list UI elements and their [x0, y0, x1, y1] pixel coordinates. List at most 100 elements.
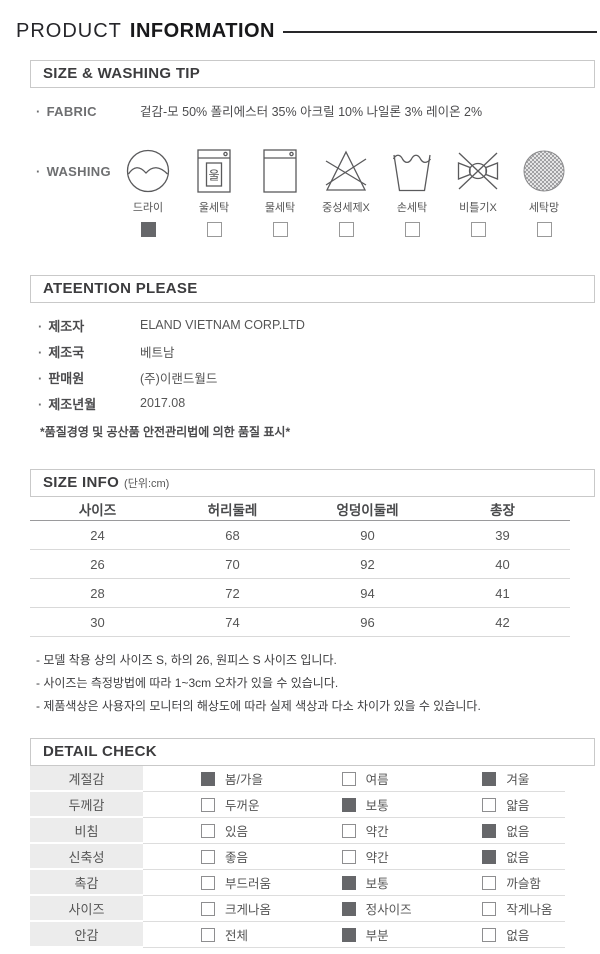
table-cell: 28: [90, 585, 105, 601]
column-header: 사이즈: [78, 502, 117, 518]
checkbox-icon: [140, 222, 156, 237]
table-row: 28 72 94 41: [30, 579, 570, 608]
attention-rows: · 제조자 ELAND VIETNAM CORP.LTD · 제조국 베트남 · 판매…: [0, 312, 600, 416]
detail-check-option: 정사이즈: [284, 896, 425, 921]
detail-check-category: 안감: [30, 922, 143, 948]
table-cell: 96: [360, 614, 375, 630]
detail-check-option: 작게나옴: [424, 896, 565, 921]
section-detail-check: DETAIL CHECK: [30, 738, 595, 766]
size-info-unit: (단위:cm): [124, 478, 170, 490]
checkbox-icon: [482, 927, 497, 942]
bullet: ·: [38, 318, 43, 334]
table-cell: 90: [360, 527, 375, 543]
checkbox-icon: [482, 771, 497, 786]
fabric-value: 겉감-모 50% 폴리에스터 35% 아크릴 10% 나일론 3% 레이온 2%: [140, 105, 483, 119]
size-table: 사이즈 허리둘레 엉덩이둘레 총장 24 68 90 39 26 70 92 4…: [30, 497, 570, 637]
detail-check-row-season: 계절감 봄/가을 여름 겨울: [30, 766, 565, 792]
table-row: 24 68 90 39: [30, 521, 570, 550]
washing-item-no-wring: 비틀기X: [445, 148, 511, 237]
bullet: ·: [36, 164, 41, 179]
column-header: 엉덩이둘레: [336, 502, 399, 518]
detail-check-options: 부드러움 보통 까슬함: [143, 870, 565, 896]
checkbox-icon: [482, 875, 497, 890]
detail-check-table: 계절감 봄/가을 여름 겨울 두께감 두꺼운 보통 얇음 비침 있음 약간 없음: [30, 766, 565, 948]
table-cell: 39: [495, 527, 510, 543]
detail-check-option: 보통: [284, 870, 425, 895]
no-wring-icon: [457, 152, 499, 190]
section-size-info: SIZE INFO (단위:cm): [30, 469, 595, 497]
checkbox-icon: [201, 771, 215, 786]
detail-check-option: 전체: [143, 922, 284, 947]
table-cell: 94: [360, 585, 375, 601]
detail-check-category: 사이즈: [30, 896, 143, 922]
detail-check-row-stretch: 신축성 좋음 약간 없음: [30, 844, 565, 870]
table-cell: 70: [225, 556, 240, 572]
page-title: PRODUCT INFORMATION: [0, 0, 600, 43]
washing-item-label: 물세탁: [264, 202, 296, 214]
table-cell: 30: [90, 614, 105, 630]
size-note: - 모델 착용 상의 사이즈 S, 하의 26, 원피스 S 사이즈 입니다.: [36, 653, 337, 667]
section-attention-please: ATEENTION PLEASE: [30, 275, 595, 303]
checkbox-icon: [482, 823, 497, 838]
dry-clean-icon: [126, 149, 170, 193]
checkbox-icon: [482, 901, 497, 916]
detail-check-option: 보통: [284, 792, 425, 817]
checkbox-icon: [341, 823, 356, 838]
washing-icon-list: 드라이 울 울세탁 물세탁: [115, 148, 577, 237]
table-cell: 24: [90, 527, 105, 543]
checkbox-icon: [201, 849, 215, 864]
title-information: INFORMATION: [129, 20, 275, 42]
checkbox-icon: [206, 222, 222, 237]
detail-check-row-thickness: 두께감 두꺼운 보통 얇음: [30, 792, 565, 818]
washing-row: · WASHING 드라이 울 울세탁: [36, 148, 600, 237]
attention-value: 베트남: [140, 345, 175, 360]
hand-wash-icon: [392, 154, 432, 192]
attention-value: 2017.08: [140, 396, 186, 410]
checkbox-icon: [201, 927, 215, 942]
machine-wash-icon: [263, 149, 297, 193]
attention-label: · 제조년월: [38, 396, 97, 412]
washing-item-label: 손세탁: [396, 202, 428, 214]
detail-check-row-touch: 촉감 부드러움 보통 까슬함: [30, 870, 565, 896]
detail-check-option: 약간: [284, 844, 425, 869]
detail-check-option: 없음: [424, 922, 565, 947]
size-notes: - 모델 착용 상의 사이즈 S, 하의 26, 원피스 S 사이즈 입니다. …: [36, 649, 600, 718]
bullet: ·: [38, 396, 43, 412]
detail-check-option: 여름: [284, 766, 425, 791]
washing-item-machine: 물세탁: [247, 148, 313, 237]
washing-item-label: 울세탁: [198, 202, 230, 214]
section-heading: DETAIL CHECK: [43, 743, 157, 760]
attention-value: (주)이랜드월드: [140, 371, 218, 386]
table-row: 26 70 92 40: [30, 550, 570, 579]
checkbox-icon: [201, 901, 215, 916]
checkbox-icon: [341, 797, 356, 812]
attention-row-seller: · 판매원 (주)이랜드월드: [38, 364, 600, 390]
checkbox-icon: [404, 222, 420, 237]
size-note: - 사이즈는 측정방법에 따라 1~3cm 오차가 있을 수 있습니다.: [36, 676, 339, 690]
checkbox-icon: [341, 927, 356, 942]
detail-check-options: 있음 약간 없음: [143, 818, 565, 844]
attention-label: · 제조자: [38, 318, 85, 334]
washing-label: · WASHING: [36, 164, 111, 179]
checkbox-icon: [201, 823, 215, 838]
detail-check-options: 봄/가을 여름 겨울: [143, 766, 565, 792]
section-heading: ATEENTION PLEASE: [43, 280, 198, 297]
svg-text:울: 울: [208, 169, 219, 183]
detail-check-option: 크게나옴: [143, 896, 284, 921]
table-row: 30 74 96 42: [30, 608, 570, 637]
detail-check-category: 계절감: [30, 766, 143, 792]
checkbox-icon: [341, 771, 356, 786]
detail-check-option: 있음: [143, 818, 284, 843]
washing-item-label: 중성세제X: [322, 202, 370, 214]
table-cell: 26: [90, 556, 105, 572]
table-cell: 40: [495, 556, 510, 572]
no-neutral-detergent-icon: [325, 150, 367, 191]
checkbox-icon: [536, 222, 552, 237]
detail-check-option: 두꺼운: [143, 792, 284, 817]
detail-check-row-sheer: 비침 있음 약간 없음: [30, 818, 565, 844]
detail-check-option: 좋음: [143, 844, 284, 869]
detail-check-options: 좋음 약간 없음: [143, 844, 565, 870]
washing-item-label: 세탁망: [528, 202, 560, 214]
fabric-row: · FABRIC 겉감-모 50% 폴리에스터 35% 아크릴 10% 나일론 3…: [36, 101, 600, 120]
